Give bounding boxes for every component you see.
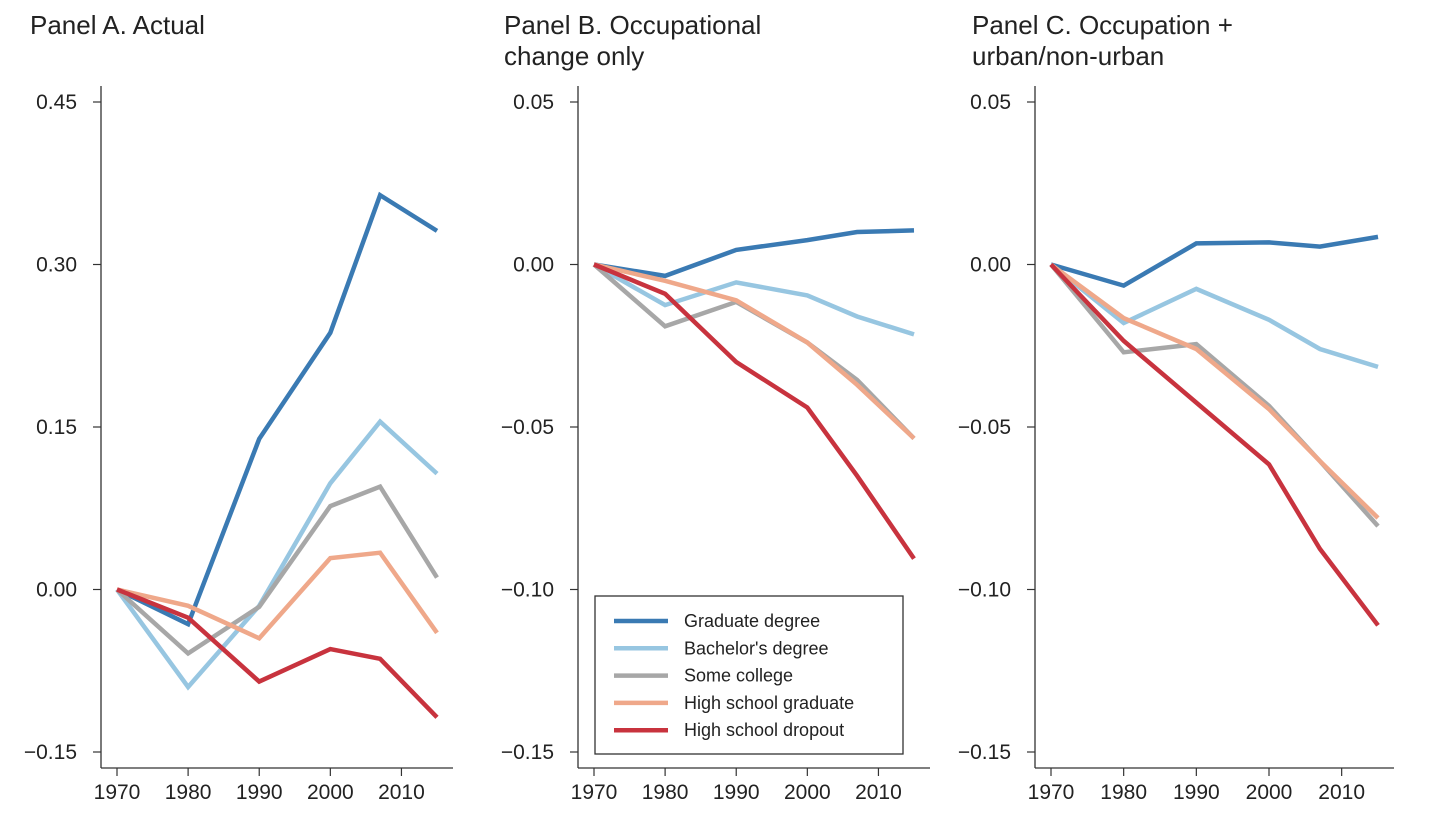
x-tick-label: 1970	[571, 781, 618, 804]
legend-label: Bachelor's degree	[684, 638, 829, 658]
series-line-graduate-degree	[1050, 234, 1379, 289]
x-tick-label: 1980	[165, 781, 212, 804]
x-tick-label: 2000	[1246, 781, 1293, 804]
legend-label: Graduate degree	[684, 611, 820, 631]
y-tick-label: −0.10	[958, 579, 1011, 602]
series-line-graduate-degree	[593, 228, 915, 279]
y-tick-label: −0.15	[501, 741, 554, 764]
x-tick-label: 1990	[236, 781, 283, 804]
series-line-graduate-degree	[116, 191, 439, 628]
series-line-high-school-dropout	[116, 587, 439, 719]
y-tick-label: 0.05	[970, 91, 1011, 114]
series-line-some-college	[115, 483, 439, 657]
panel-title-line: urban/non-urban	[972, 41, 1164, 71]
x-tick-label: 2010	[378, 781, 425, 804]
legend-label: High school dropout	[684, 720, 844, 740]
legend-label: Some college	[684, 666, 793, 686]
legend-label: High school graduate	[684, 693, 854, 713]
y-tick-label: 0.00	[513, 254, 554, 277]
y-tick-label: 0.30	[36, 254, 77, 277]
y-tick-label: 0.05	[513, 91, 554, 114]
x-tick-label: 2000	[784, 781, 831, 804]
x-tick-label: 1990	[713, 781, 760, 804]
y-tick-label: 0.45	[36, 91, 77, 114]
series-line-high-school-dropout	[593, 262, 916, 560]
panel-c: Panel C. Occupation +urban/non-urban −0.1…	[958, 10, 1394, 804]
x-tick-label: 2010	[1318, 781, 1365, 804]
y-tick-label: 0.00	[36, 579, 77, 602]
y-tick-label: 0.00	[970, 254, 1011, 277]
x-tick-label: 1970	[94, 781, 141, 804]
series-line-high-school-dropout	[1049, 262, 1380, 627]
x-tick-label: 1980	[642, 781, 689, 804]
y-tick-label: −0.15	[958, 741, 1011, 764]
y-tick-label: −0.05	[501, 416, 554, 439]
x-tick-label: 2010	[855, 781, 902, 804]
x-tick-label: 1970	[1028, 781, 1075, 804]
series-line-high-school-graduate	[116, 550, 439, 642]
series-line-bachelor-s-degree	[115, 418, 439, 691]
series-line-high-school-graduate	[593, 262, 916, 441]
y-tick-label: −0.15	[24, 741, 77, 764]
x-tick-label: 1990	[1173, 781, 1220, 804]
y-tick-label: −0.05	[958, 416, 1011, 439]
panel-title-line: change only	[504, 41, 644, 71]
y-tick-label: −0.10	[501, 579, 554, 602]
x-tick-label: 1980	[1100, 781, 1147, 804]
series-line-high-school-graduate	[1049, 262, 1380, 520]
panel-title-line: Panel C. Occupation +	[972, 10, 1233, 40]
series-line-bachelor-s-degree	[592, 262, 915, 337]
panel-title-line: Panel B. Occupational	[504, 10, 761, 40]
panel-a: Panel A. Actual −0.15 0.00 0.15 0.30 0.45 1970…	[24, 10, 453, 804]
panel-title-line: Panel A. Actual	[30, 10, 205, 40]
series-line-bachelor-s-degree	[1049, 262, 1379, 370]
y-tick-label: 0.15	[36, 416, 77, 439]
x-tick-label: 2000	[307, 781, 354, 804]
legend: Graduate degree Bachelor's degree Some col…	[594, 595, 904, 755]
